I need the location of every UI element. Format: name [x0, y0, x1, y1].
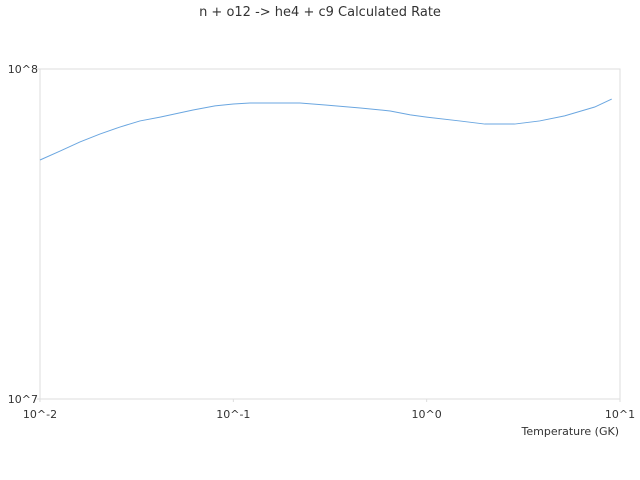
x-tick-label: 10^1: [605, 408, 635, 421]
x-tick-label: 10^-2: [23, 408, 57, 421]
plot-frame: [39, 68, 621, 400]
x-axis-label: Temperature (GK): [521, 425, 620, 438]
chart-title: n + o12 -> he4 + c9 Calculated Rate: [199, 5, 441, 20]
y-tick-label: 10^8: [8, 63, 38, 76]
x-tick-label: 10^-1: [216, 408, 250, 421]
y-tick-label: 10^7: [8, 393, 38, 406]
x-tick-label: 10^0: [412, 408, 442, 421]
data-line: [39, 98, 612, 161]
